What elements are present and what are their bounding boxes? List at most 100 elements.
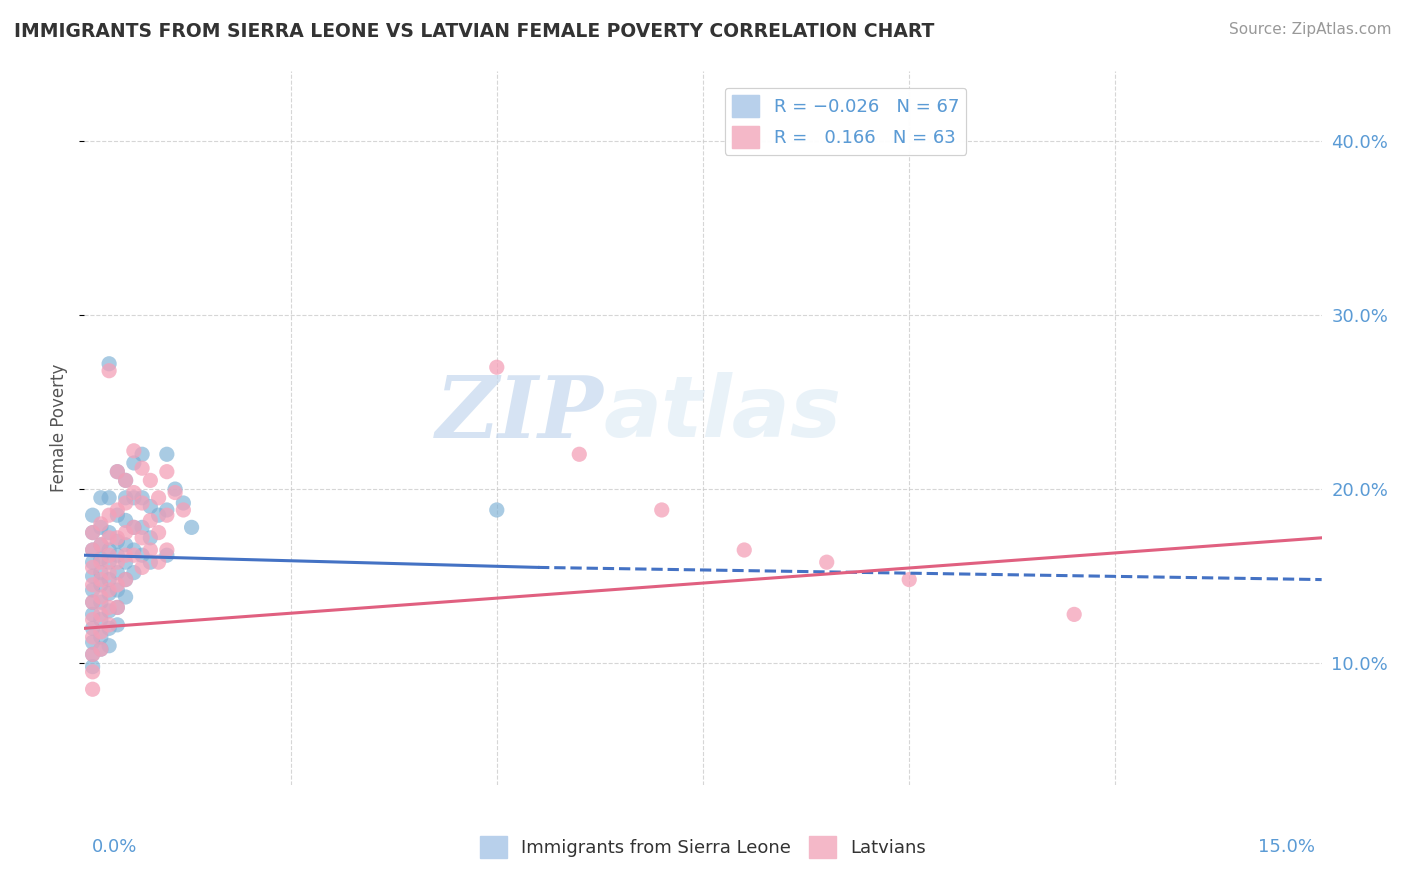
Point <box>114 513 136 527</box>
Text: atlas: atlas <box>605 372 842 456</box>
Point <box>90 613 112 627</box>
Point <box>90 590 112 604</box>
Point <box>114 474 136 488</box>
Point <box>156 503 179 517</box>
Point <box>98 543 121 558</box>
Point <box>114 573 136 587</box>
Point <box>122 543 145 558</box>
Text: IMMIGRANTS FROM SIERRA LEONE VS LATVIAN FEMALE POVERTY CORRELATION CHART: IMMIGRANTS FROM SIERRA LEONE VS LATVIAN … <box>14 22 935 41</box>
Point <box>90 630 112 644</box>
Point <box>105 555 128 569</box>
Point <box>172 503 194 517</box>
Point <box>98 491 121 505</box>
Point <box>139 474 162 488</box>
Point <box>105 534 128 549</box>
Point <box>131 496 153 510</box>
Point <box>90 538 112 552</box>
Point <box>82 595 104 609</box>
Point <box>90 578 112 592</box>
Point <box>165 482 187 496</box>
Point <box>139 513 162 527</box>
Point <box>82 508 104 523</box>
Point <box>82 569 104 583</box>
Point <box>485 503 508 517</box>
Point <box>90 555 112 569</box>
Point <box>131 520 153 534</box>
Point <box>122 548 145 562</box>
Point <box>165 485 187 500</box>
Point <box>90 551 112 566</box>
Text: Source: ZipAtlas.com: Source: ZipAtlas.com <box>1229 22 1392 37</box>
Point <box>114 573 136 587</box>
Point <box>98 357 121 371</box>
Point <box>131 531 153 545</box>
Point <box>139 531 162 545</box>
Point <box>180 520 202 534</box>
Point <box>105 617 128 632</box>
Text: ZIP: ZIP <box>436 372 605 456</box>
Point <box>139 500 162 514</box>
Point <box>122 520 145 534</box>
Point <box>568 447 591 461</box>
Point <box>98 566 121 580</box>
Point <box>114 525 136 540</box>
Point <box>98 531 121 545</box>
Point <box>82 613 104 627</box>
Point <box>82 595 104 609</box>
Point <box>105 566 128 580</box>
Point <box>156 447 179 461</box>
Point <box>98 525 121 540</box>
Point <box>90 642 112 657</box>
Point <box>98 508 121 523</box>
Point <box>122 456 145 470</box>
Point <box>82 543 104 558</box>
Point <box>156 465 179 479</box>
Point <box>98 586 121 600</box>
Point <box>82 648 104 662</box>
Point <box>114 474 136 488</box>
Point <box>90 624 112 639</box>
Point <box>82 659 104 673</box>
Point <box>122 520 145 534</box>
Legend: R = −0.026   N = 67, R =   0.166   N = 63: R = −0.026 N = 67, R = 0.166 N = 63 <box>725 87 966 155</box>
Point <box>82 621 104 635</box>
Legend: Immigrants from Sierra Leone, Latvians: Immigrants from Sierra Leone, Latvians <box>472 829 934 865</box>
Point <box>90 595 112 609</box>
Point <box>82 555 104 569</box>
Point <box>148 508 170 523</box>
Point <box>172 496 194 510</box>
Point <box>90 573 112 587</box>
Point <box>98 621 121 635</box>
Point <box>148 525 170 540</box>
Text: 0.0%: 0.0% <box>91 838 136 856</box>
Point <box>98 604 121 618</box>
Point <box>122 443 145 458</box>
Point <box>98 582 121 597</box>
Y-axis label: Female Poverty: Female Poverty <box>51 364 69 492</box>
Point <box>98 555 121 569</box>
Point <box>90 520 112 534</box>
Point <box>82 543 104 558</box>
Point <box>122 485 145 500</box>
Point <box>105 600 128 615</box>
Point <box>82 665 104 679</box>
Point <box>90 491 112 505</box>
Point <box>114 496 136 510</box>
Point <box>114 538 136 552</box>
Point <box>139 555 162 569</box>
Point <box>815 555 838 569</box>
Point <box>82 582 104 597</box>
Point <box>122 566 145 580</box>
Point <box>98 639 121 653</box>
Point <box>90 566 112 580</box>
Point <box>82 525 104 540</box>
Point <box>105 578 128 592</box>
Point <box>156 548 179 562</box>
Point <box>90 607 112 622</box>
Point <box>114 555 136 569</box>
Point <box>98 364 121 378</box>
Point <box>82 560 104 574</box>
Point <box>114 590 136 604</box>
Point <box>898 573 921 587</box>
Point <box>90 516 112 531</box>
